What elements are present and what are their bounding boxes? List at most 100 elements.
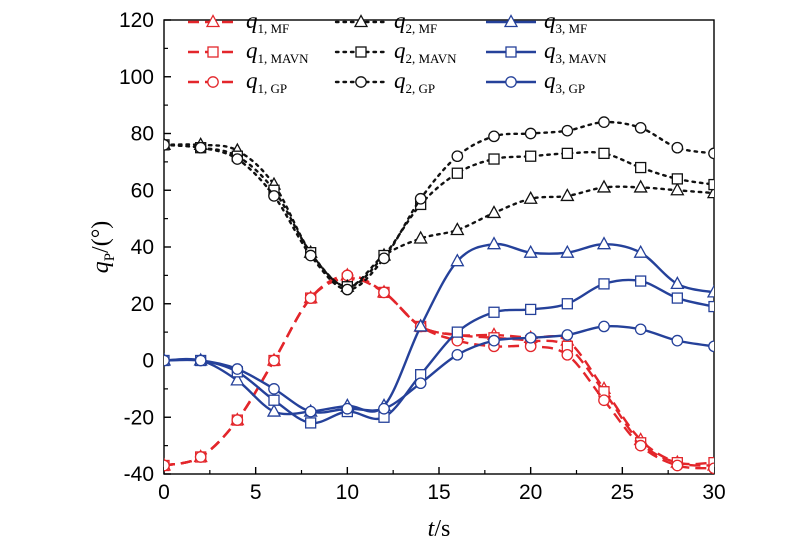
series-line xyxy=(164,120,714,291)
data-point xyxy=(268,190,280,202)
data-point xyxy=(706,284,714,298)
data-point xyxy=(341,283,354,296)
legend-marker xyxy=(353,14,369,28)
x-tick-label: 25 xyxy=(611,481,634,504)
y-tick-label: 40 xyxy=(131,236,154,259)
data-point xyxy=(413,318,428,332)
data-point xyxy=(708,178,714,191)
data-point xyxy=(378,402,390,415)
legend-label: q2, GP xyxy=(394,68,435,96)
data-point xyxy=(164,459,170,472)
data-point xyxy=(378,286,390,299)
legend-marker xyxy=(207,46,219,58)
data-point xyxy=(414,192,427,205)
data-point xyxy=(561,329,574,341)
legend-marker xyxy=(503,14,519,28)
data-point xyxy=(708,456,714,469)
series-line xyxy=(164,277,714,467)
data-point xyxy=(194,141,207,154)
x-tick-label: 5 xyxy=(250,481,262,504)
data-point xyxy=(634,121,647,134)
data-point xyxy=(598,320,610,333)
data-point xyxy=(598,394,610,407)
series-9 xyxy=(164,320,714,418)
legend-item: q1, MF xyxy=(188,8,289,36)
x-tick-label: 15 xyxy=(427,481,450,504)
legend-label: q3, MAVN xyxy=(544,38,607,66)
x-axis-title: t/s xyxy=(428,516,451,542)
data-point xyxy=(413,230,428,244)
data-point xyxy=(708,147,714,160)
data-point xyxy=(634,439,647,452)
series-line xyxy=(164,242,714,416)
data-point xyxy=(524,331,537,344)
x-tick-label: 0 xyxy=(158,481,170,504)
series-line xyxy=(164,324,714,414)
data-point xyxy=(194,451,207,463)
x-tick-label: 10 xyxy=(336,481,359,504)
data-point xyxy=(414,377,427,390)
data-point xyxy=(230,372,245,386)
legend-marker xyxy=(355,46,367,58)
data-point xyxy=(670,182,685,196)
data-point xyxy=(378,252,390,265)
y-tick-label: 0 xyxy=(142,350,154,373)
series-line xyxy=(164,143,714,288)
data-point xyxy=(266,403,282,417)
data-point xyxy=(633,179,648,193)
data-point xyxy=(231,153,244,165)
data-point xyxy=(341,402,354,415)
data-point xyxy=(304,249,317,262)
data-point xyxy=(596,179,612,193)
data-point xyxy=(451,167,463,179)
legend-label: q2, MAVN xyxy=(394,38,457,66)
data-point xyxy=(560,188,575,202)
data-point xyxy=(304,292,317,304)
series-8 xyxy=(164,275,714,429)
y-axis: -40 -20 0 20 40 60 80 100 120 xyxy=(119,9,171,486)
data-point xyxy=(305,417,317,429)
data-point xyxy=(708,300,714,313)
data-point xyxy=(194,354,207,367)
data-point xyxy=(560,244,575,258)
y-tick-label: 60 xyxy=(131,179,154,202)
data-point xyxy=(598,278,610,290)
data-point xyxy=(561,298,573,310)
legend-item: q1, GP xyxy=(188,68,287,96)
data-point xyxy=(231,363,244,375)
data-point xyxy=(598,116,610,129)
data-point xyxy=(525,303,537,316)
x-tick-label: 30 xyxy=(702,481,725,504)
series-6 xyxy=(164,116,714,296)
data-point xyxy=(524,127,537,140)
y-tick-label: 120 xyxy=(119,9,154,32)
legend-item: q2, MAVN xyxy=(334,38,457,66)
data-point xyxy=(561,147,573,160)
data-point xyxy=(635,161,647,174)
legend-item: q3, MF xyxy=(486,8,587,36)
data-point xyxy=(450,253,465,267)
data-point xyxy=(633,244,648,258)
series-layer xyxy=(164,116,714,474)
data-point xyxy=(561,124,574,137)
data-point xyxy=(708,340,714,353)
data-point xyxy=(671,141,684,154)
legend-item: q1, MAVN xyxy=(188,38,309,66)
data-point xyxy=(670,276,685,290)
data-point xyxy=(486,236,502,250)
series-line xyxy=(164,278,714,425)
data-point xyxy=(634,323,647,336)
data-point xyxy=(486,205,502,219)
data-point xyxy=(304,405,317,418)
legend-label: q1, MF xyxy=(246,8,289,36)
data-point xyxy=(635,275,647,287)
data-point xyxy=(523,190,538,204)
legend-label: q1, GP xyxy=(246,68,287,96)
series-line xyxy=(164,274,714,470)
legend-label: q3, GP xyxy=(544,68,585,96)
data-point xyxy=(488,334,500,347)
data-point xyxy=(671,292,683,304)
legend-label: q1, MAVN xyxy=(246,38,309,66)
